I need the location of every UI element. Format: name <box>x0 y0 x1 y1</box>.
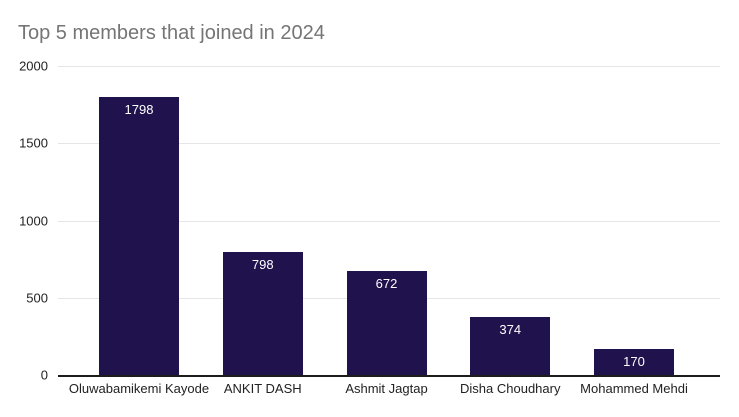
y-axis: 0 500 1000 1500 2000 <box>0 59 48 383</box>
x-axis-category-label: Mohammed Mehdi <box>580 381 688 396</box>
bar: 798 <box>222 251 303 375</box>
bar-value-label: 170 <box>623 353 645 369</box>
x-axis-category-label: Ashmit Jagtap <box>345 381 428 396</box>
plot-area: 1798 798 672 374 170 <box>58 66 720 377</box>
gridline <box>58 66 720 67</box>
y-axis-tick-label: 2000 <box>19 58 48 74</box>
bar-value-label: 374 <box>499 322 522 338</box>
y-axis-tick-label: 1000 <box>19 213 48 228</box>
x-axis-category-label: ANKIT DASH <box>223 381 302 396</box>
x-axis-category-label: Disha Choudhary <box>460 381 561 396</box>
y-axis-tick-label: 1500 <box>19 135 48 151</box>
x-axis: Oluwabamikemi Kayode ANKIT DASH Ashmit Jag… <box>0 381 739 403</box>
bar: 1798 <box>99 97 179 375</box>
bar-value-label: 672 <box>375 276 398 292</box>
bar-value-label: 1798 <box>124 102 154 118</box>
bar: 374 <box>470 317 551 375</box>
bar-value-label: 798 <box>251 256 274 272</box>
y-axis-tick-label: 500 <box>26 290 48 306</box>
bar: 170 <box>594 348 674 375</box>
bar: 672 <box>346 271 427 375</box>
gridline <box>58 220 720 222</box>
x-axis-category-label: Oluwabamikemi Kayode <box>68 381 210 396</box>
chart-title: Top 5 members that joined in 2024 <box>18 22 325 44</box>
gridline <box>58 143 720 145</box>
y-axis-tick-label: 0 <box>40 367 48 383</box>
